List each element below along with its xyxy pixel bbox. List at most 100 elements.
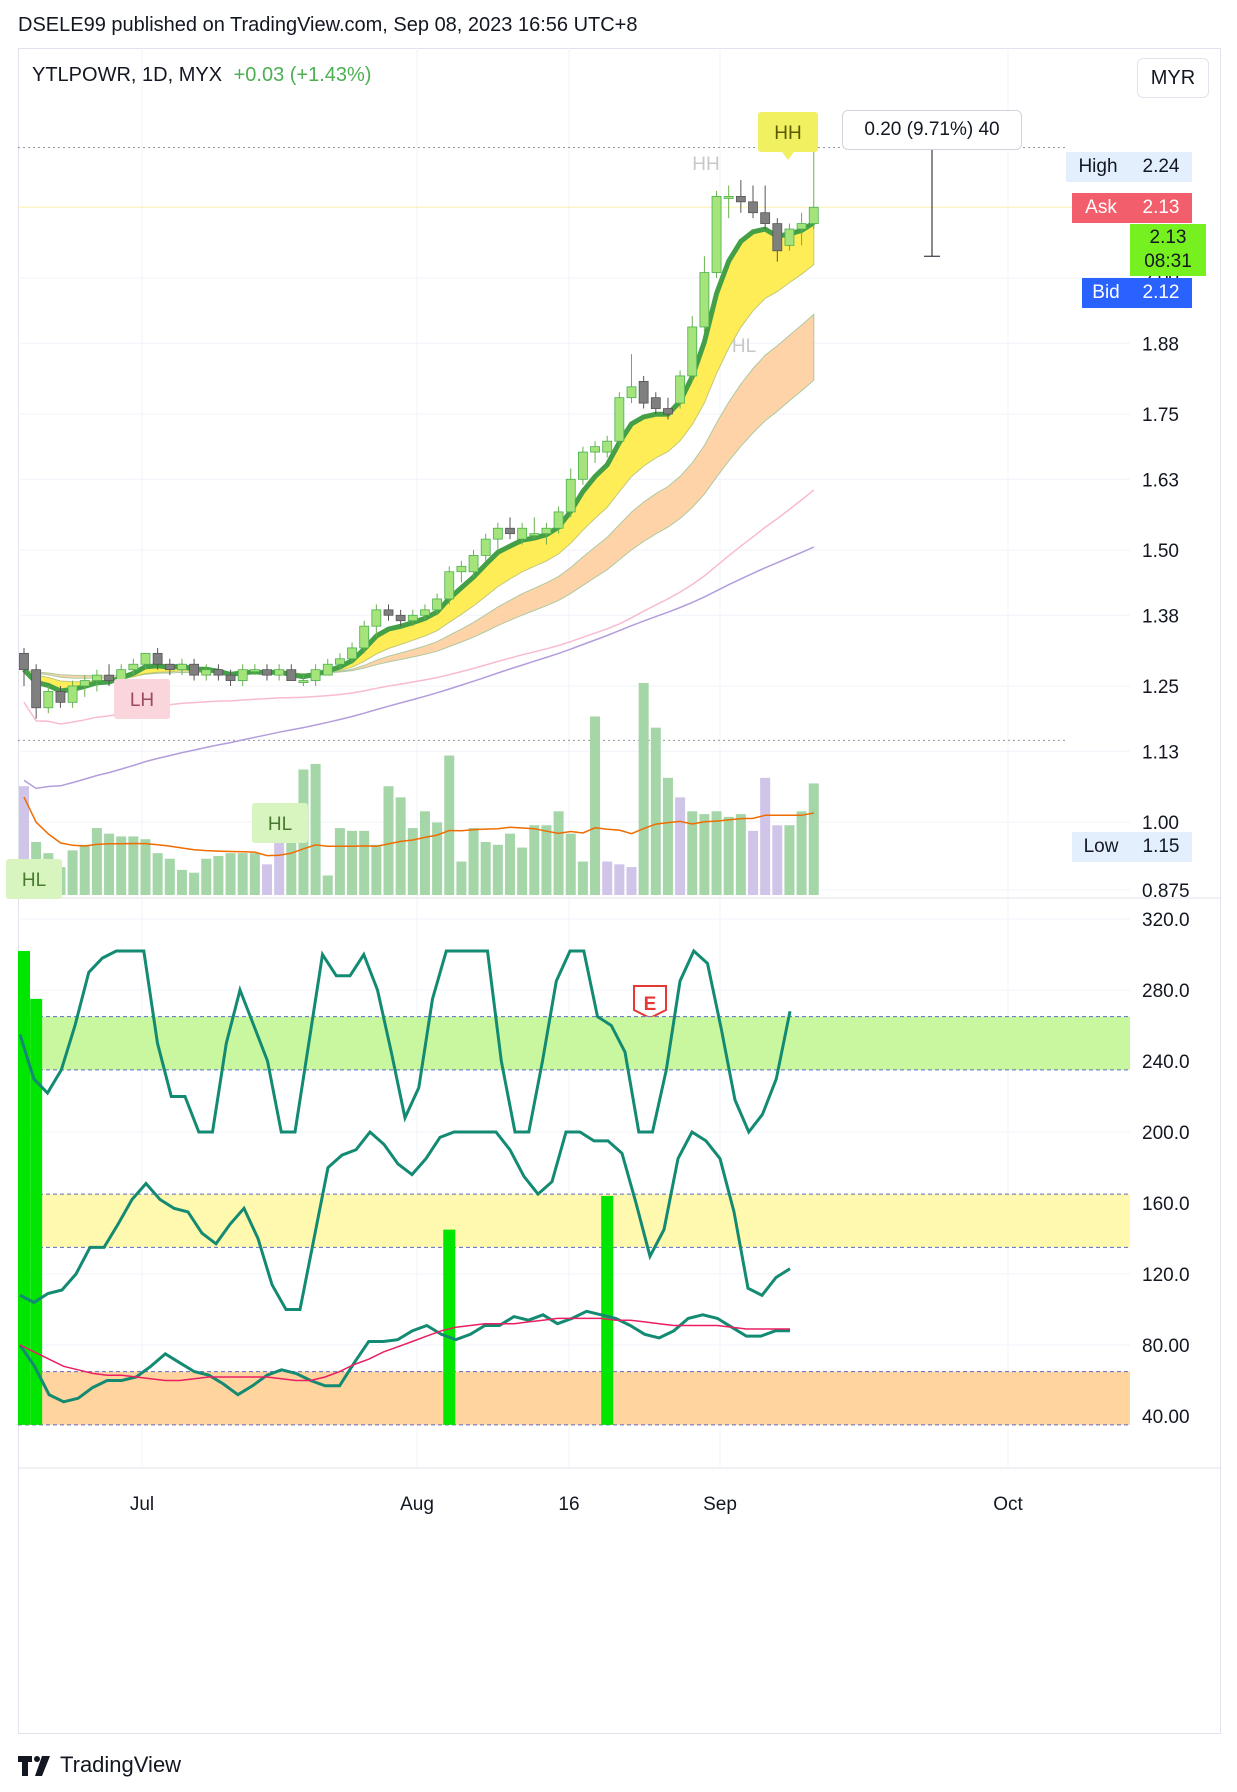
candle-body [79, 680, 90, 687]
symbol-legend[interactable]: YTLPOWR, 1D, MYX +0.03 (+1.43%) [32, 64, 371, 87]
published-caption: DSELE99 published on TradingView.com, Se… [18, 14, 638, 36]
footer-brand[interactable]: TradingView [18, 1752, 181, 1778]
price-axis-tick: 1.38 [1142, 606, 1179, 627]
ask-label: Ask [1072, 193, 1130, 223]
volume-bar [237, 853, 248, 895]
measure-readout: 0.20 (9.71%) 40 [842, 110, 1022, 150]
candle-body [31, 669, 42, 709]
signal-bar [601, 1195, 614, 1425]
osc-line-upper [18, 948, 792, 1135]
price-axis-tick: 1.25 [1142, 677, 1179, 698]
currency-button[interactable]: MYR [1137, 58, 1209, 98]
last-price-badge: 2.13 08:31 [1130, 224, 1206, 276]
signal-bar [30, 998, 43, 1425]
zone-orange [18, 1371, 1130, 1425]
price-axis-tick: 1.50 [1142, 541, 1179, 562]
hl-ghost-label: HL [732, 336, 756, 357]
volume-bar [444, 755, 455, 895]
volume-bar [638, 683, 649, 895]
candle-body [19, 652, 29, 671]
candle-body [274, 669, 285, 676]
candle-body [444, 571, 455, 600]
volume-bar [711, 811, 722, 895]
candle-body [310, 669, 321, 681]
volume-bar [140, 839, 151, 895]
volume-bar [675, 797, 686, 895]
volume-bar [602, 861, 613, 895]
candle-body [699, 272, 710, 328]
candle-body [748, 201, 758, 214]
signal-bar [18, 950, 30, 1425]
price-axis-tick: 0.875 [1142, 881, 1190, 902]
volume-bar [274, 833, 285, 895]
ask-value: 2.13 [1130, 193, 1192, 223]
volume-bar [760, 777, 771, 895]
volume-bar [91, 828, 102, 895]
hl-start-label: HL [22, 870, 46, 891]
volume-bar [748, 830, 758, 895]
candle-body [541, 527, 552, 535]
zone-green [18, 1016, 1130, 1070]
candle-body [237, 669, 248, 681]
candle-body [322, 663, 333, 676]
volume-bar [577, 861, 588, 895]
osc-axis-tick: 40.00 [1142, 1407, 1190, 1428]
candle-body [663, 408, 673, 415]
candle-body [334, 658, 345, 665]
volume-bar [553, 811, 564, 895]
volume-bar [152, 853, 163, 895]
candle-body [480, 538, 491, 556]
candle-body [796, 223, 807, 230]
candle-body [116, 669, 127, 681]
volume-bar [480, 842, 491, 895]
volume-bar [371, 844, 382, 895]
symbol-change: +0.03 (+1.43%) [233, 64, 372, 86]
candle-body [468, 555, 479, 573]
candle-body [359, 625, 370, 649]
osc-axis-tick: 80.00 [1142, 1336, 1190, 1357]
candle-body [432, 598, 443, 611]
candle-body [735, 195, 746, 203]
candle-body [225, 674, 236, 681]
time-axis-tick: Aug [400, 1494, 434, 1515]
candle-body [92, 674, 102, 681]
price-axis-tick: 1.88 [1142, 334, 1179, 355]
footer-brand-text: TradingView [60, 1752, 182, 1777]
tradingview-logo-icon [18, 1756, 50, 1776]
candle-body [529, 533, 540, 537]
ma-slow-line [23, 546, 815, 790]
volume-bar [650, 727, 661, 895]
candle-body [784, 228, 795, 246]
candle-body [517, 527, 528, 540]
volume-bar [189, 872, 200, 895]
bid-value: 2.12 [1130, 278, 1192, 308]
candle-body [407, 614, 418, 622]
zone-yellow [18, 1194, 1130, 1248]
volume-bar [383, 786, 394, 895]
candle-body [128, 663, 139, 671]
candle-body [104, 674, 114, 681]
candle-body [383, 609, 394, 616]
osc-line-middle [19, 1129, 791, 1311]
candle-body [687, 326, 698, 377]
high-value: 2.24 [1130, 152, 1192, 182]
candle-body [590, 446, 600, 453]
candle-body [626, 386, 637, 399]
candle-body [420, 609, 430, 616]
hl-jul-label: HL [268, 814, 292, 835]
volume-bar [164, 858, 175, 895]
hh-label: HH [774, 123, 801, 144]
price-axis-tick: 1.13 [1142, 742, 1179, 763]
symbol-name: YTLPOWR, 1D, MYX [32, 64, 223, 86]
volume-bar [784, 825, 795, 895]
hl-jul-label-box [252, 803, 308, 843]
candle-body [808, 206, 819, 224]
volume-bar [213, 855, 224, 895]
volume-bar [662, 777, 673, 895]
volume-bar [419, 811, 430, 895]
hh-ghost-label: HH [692, 154, 719, 175]
candle-body [650, 397, 661, 409]
candle-body [347, 647, 357, 660]
volume-bar [201, 858, 212, 895]
